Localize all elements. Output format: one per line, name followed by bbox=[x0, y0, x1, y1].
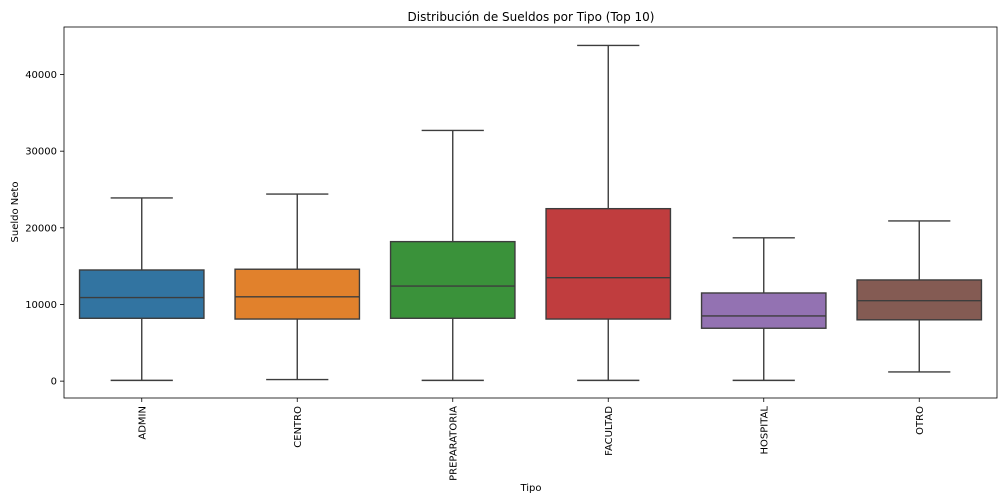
y-tick-label: 20000 bbox=[25, 223, 57, 234]
plot-area bbox=[63, 26, 998, 399]
iqr-box bbox=[389, 240, 516, 319]
iqr-box bbox=[700, 292, 827, 329]
box-admin bbox=[78, 197, 205, 382]
x-tick-label: OTRO bbox=[915, 406, 926, 435]
chart-title: Distribución de Sueldos por Tipo (Top 10… bbox=[408, 10, 655, 24]
x-tick-label: PREPARATORIA bbox=[448, 406, 459, 481]
iqr-box bbox=[234, 268, 361, 320]
x-tick-label: ADMIN bbox=[137, 406, 148, 440]
y-axis: 0 10000 20000 30000 40000 bbox=[25, 70, 64, 388]
x-tick-label: CENTRO bbox=[293, 406, 304, 448]
box-preparatoria bbox=[389, 129, 516, 382]
x-axis-label: Tipo bbox=[519, 483, 541, 494]
x-tick-label: HOSPITAL bbox=[759, 406, 770, 455]
box-series bbox=[78, 44, 983, 382]
iqr-box bbox=[856, 279, 983, 321]
box-facultad bbox=[545, 44, 672, 382]
iqr-box bbox=[78, 269, 205, 319]
y-tick-label: 40000 bbox=[25, 70, 57, 81]
y-tick-label: 0 bbox=[51, 377, 57, 388]
y-axis-label: Sueldo Neto bbox=[10, 182, 21, 243]
y-tick-label: 10000 bbox=[25, 300, 57, 311]
box-centro bbox=[234, 193, 361, 381]
x-axis: ADMIN CENTRO PREPARATORIA FACULTAD HOSPITAL O… bbox=[137, 398, 926, 481]
x-tick-label: FACULTAD bbox=[604, 406, 615, 456]
box-hospital bbox=[700, 237, 827, 382]
y-tick-label: 30000 bbox=[25, 147, 57, 158]
box-otro bbox=[856, 220, 983, 373]
iqr-box bbox=[545, 207, 672, 320]
